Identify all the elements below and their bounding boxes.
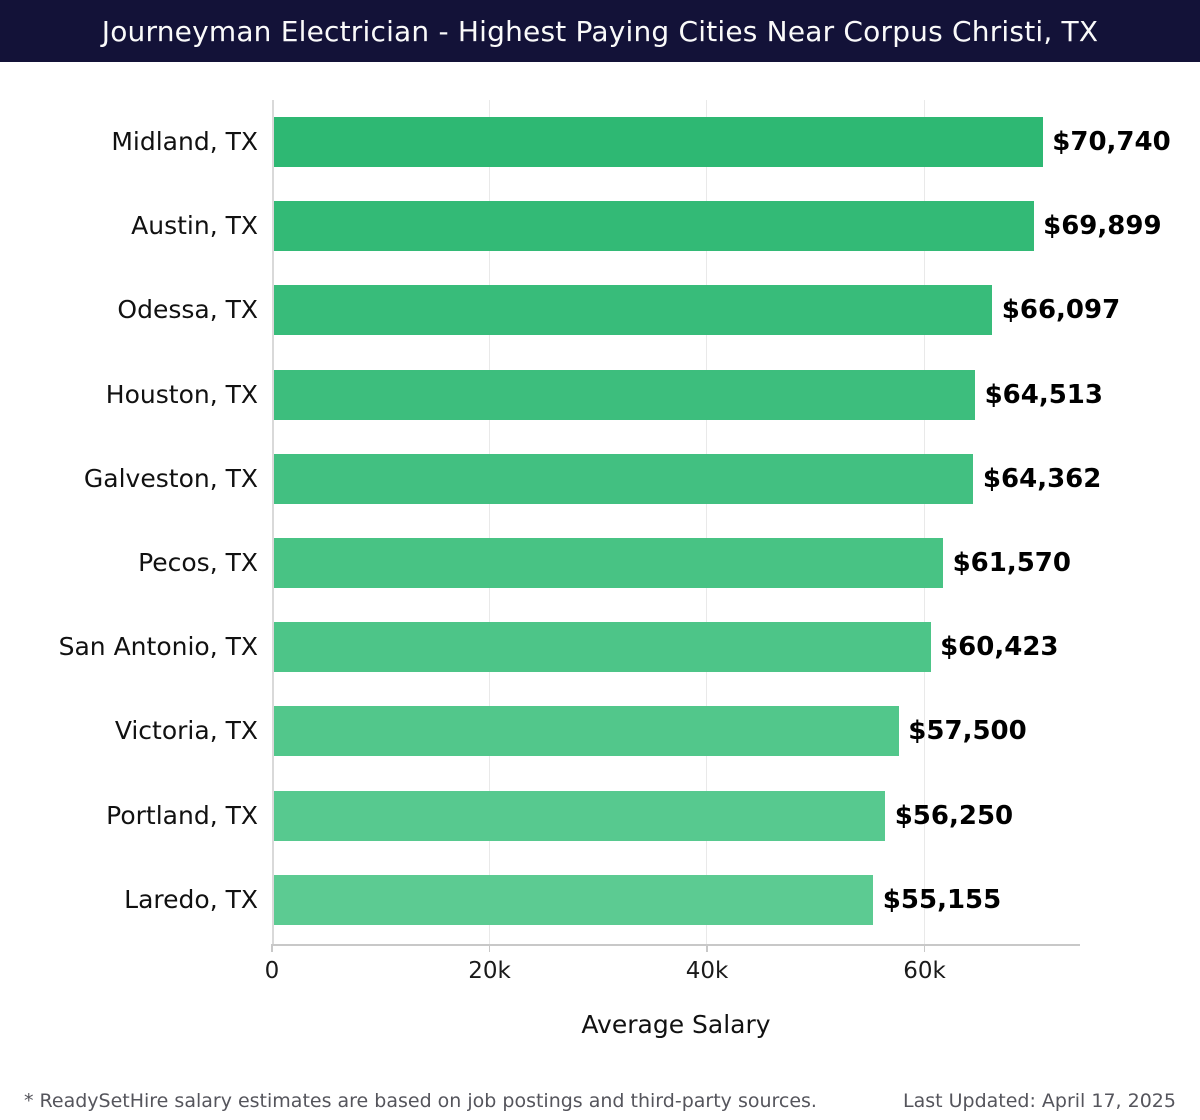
last-updated-text: Last Updated: April 17, 2025 [902, 1090, 1176, 1112]
category-label: Victoria, TX [114, 716, 258, 746]
x-axis-tick-label: 60k [903, 958, 946, 984]
bar [273, 622, 931, 673]
chart-title: Journeyman Electrician - Highest Paying … [101, 14, 1099, 48]
category-label: Galveston, TX [83, 463, 258, 493]
gridline [488, 100, 490, 944]
x-axis-tick-label: 0 [264, 958, 280, 984]
value-label: $56,250 [894, 800, 1014, 831]
bar [273, 874, 874, 925]
value-label: $64,362 [982, 463, 1102, 494]
bar [273, 117, 1043, 167]
category-label: Austin, TX [131, 211, 258, 241]
disclaimer-text: * ReadySetHire salary estimates are base… [24, 1090, 817, 1112]
x-axis-tick-label: 40k [685, 958, 729, 984]
bar [273, 201, 1034, 252]
bar [273, 369, 976, 420]
category-label: Odessa, TX [117, 295, 258, 325]
x-axis-tick [706, 944, 708, 952]
value-label: $57,500 [908, 716, 1027, 747]
value-label: $64,513 [984, 379, 1103, 410]
value-label: $60,423 [940, 632, 1059, 663]
bar [273, 453, 974, 504]
value-label: $61,570 [952, 548, 1071, 578]
gridline [706, 100, 708, 944]
plot-area: 0 20k 40k 60k Midland, TX $70,740 Austin, TX $6… [59, 100, 1171, 984]
x-axis-tick [271, 944, 273, 952]
value-label: $70,740 [1052, 127, 1171, 157]
bar [273, 285, 993, 336]
x-axis-tick [488, 944, 491, 952]
x-axis-label: Average Salary [581, 1010, 771, 1039]
category-label: Portland, TX [106, 800, 258, 830]
value-label: $69,899 [1043, 211, 1162, 242]
bar [273, 706, 899, 757]
value-label: $66,097 [1001, 295, 1121, 326]
x-axis-tick-label: 20k [468, 958, 511, 984]
chart-title-bar: Journeyman Electrician - Highest Paying … [0, 0, 1200, 62]
y-axis-line [272, 100, 274, 944]
category-label: Pecos, TX [138, 548, 258, 577]
value-label: $55,155 [882, 884, 1002, 915]
gridline [923, 100, 925, 944]
footer: * ReadySetHire salary estimates are base… [0, 1090, 1200, 1112]
category-label: Laredo, TX [124, 884, 258, 914]
category-label: Houston, TX [105, 379, 258, 409]
bar [273, 790, 886, 841]
x-axis-tick [923, 944, 926, 952]
category-label: Midland, TX [111, 127, 258, 156]
category-label: San Antonio, TX [58, 632, 258, 662]
bar [273, 538, 944, 588]
x-axis-line [272, 944, 1080, 946]
